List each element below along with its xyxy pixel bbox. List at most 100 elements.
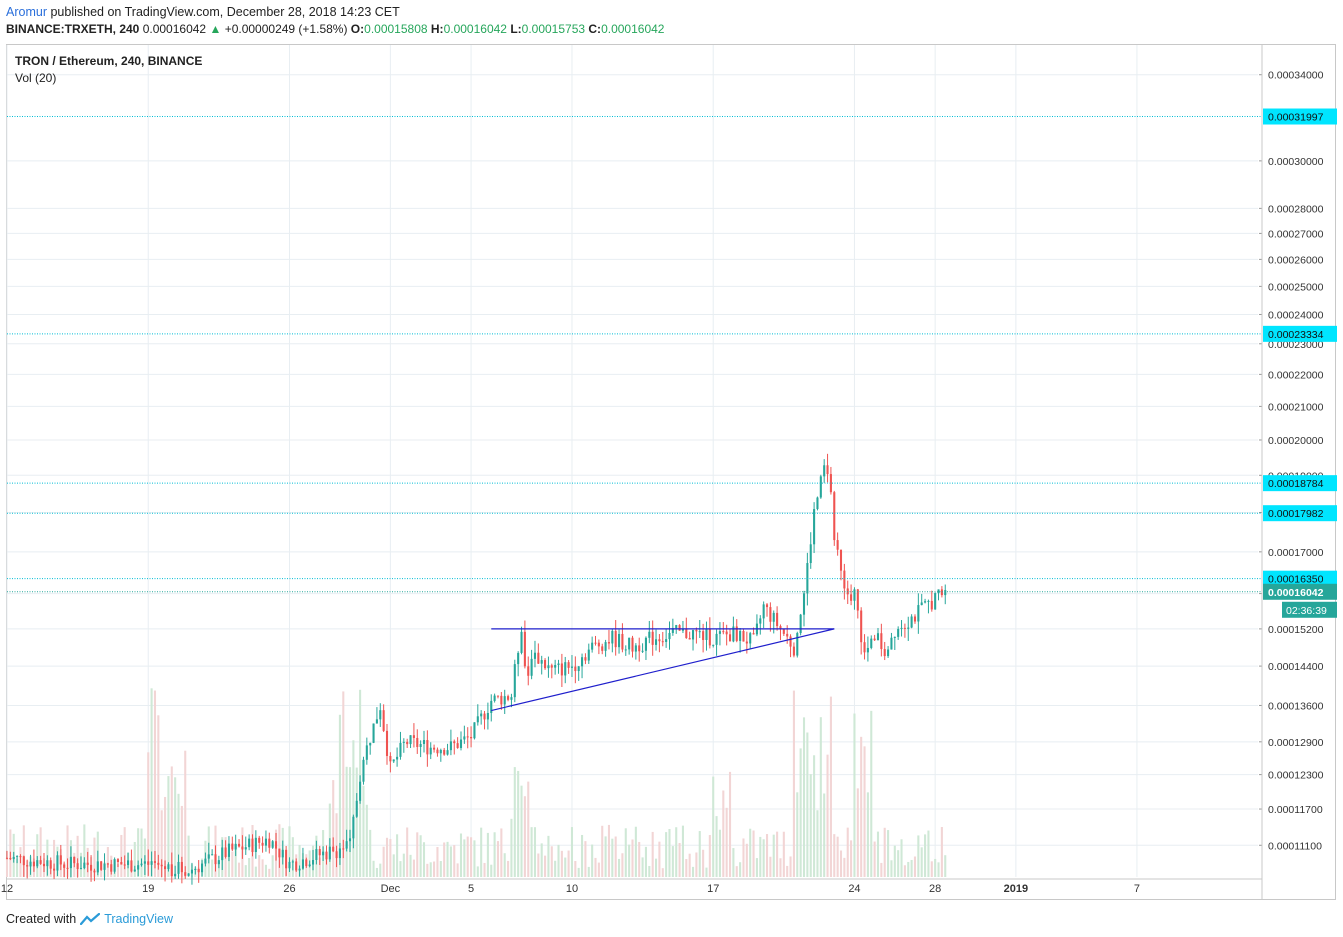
- volume-bar: [537, 853, 540, 877]
- volume-bar: [254, 866, 257, 877]
- last-price-badge: [1263, 583, 1337, 600]
- candle-body: [843, 570, 846, 589]
- candle-body: [829, 474, 832, 493]
- candle-body: [197, 869, 200, 873]
- volume-bar: [513, 767, 516, 877]
- volume-bar: [628, 844, 631, 877]
- candle-body: [870, 638, 873, 648]
- candle-body: [416, 737, 419, 747]
- y-tick-label: 0.00015200: [1268, 624, 1324, 636]
- candle-body: [470, 736, 473, 739]
- volume-bar: [944, 855, 947, 877]
- volume-bar: [910, 859, 913, 877]
- volume-bar: [261, 859, 264, 877]
- volume-bar: [718, 829, 721, 877]
- x-tick-label: 17: [707, 883, 719, 895]
- y-tick-label: 0.00014400: [1268, 661, 1324, 673]
- volume-bar: [728, 771, 732, 877]
- candle-body: [446, 750, 449, 755]
- candle-body: [177, 861, 180, 874]
- volume-bar: [234, 845, 237, 877]
- candle-body: [298, 868, 301, 871]
- volume-bar: [755, 858, 758, 877]
- candle-body: [19, 856, 22, 858]
- volume-bar: [93, 837, 96, 877]
- candle-body: [749, 633, 752, 644]
- volume-bar: [147, 752, 150, 877]
- volume-bar: [53, 839, 56, 877]
- volume-bar: [836, 836, 839, 877]
- candle-body: [264, 838, 267, 846]
- candle-body: [207, 854, 210, 859]
- candle-body: [46, 860, 49, 867]
- volume-bar: [722, 790, 725, 877]
- tradingview-brand-link[interactable]: TradingView: [104, 912, 173, 926]
- candle-body: [544, 660, 547, 669]
- volume-bar: [765, 834, 769, 877]
- candle-body: [436, 749, 439, 754]
- volume-bar: [120, 834, 123, 877]
- candle-body: [100, 861, 103, 870]
- volume-bar: [792, 690, 795, 877]
- candle-body: [315, 849, 318, 861]
- author-link[interactable]: Aromur: [6, 5, 47, 19]
- candle-body: [607, 642, 611, 644]
- volume-bar: [523, 796, 526, 877]
- candle-body: [308, 864, 311, 867]
- candle-body: [164, 866, 167, 870]
- open-label: O:: [350, 22, 365, 36]
- volume-bar: [776, 831, 779, 877]
- volume-bar: [503, 853, 506, 877]
- candle-body: [332, 846, 335, 852]
- volume-bar: [570, 827, 574, 877]
- candle-body: [73, 856, 76, 864]
- candle-body: [42, 863, 46, 867]
- candle-body: [614, 630, 617, 648]
- volume-bar: [500, 828, 503, 877]
- candle-body: [887, 649, 890, 657]
- candle-body: [16, 856, 19, 858]
- candle-body: [786, 633, 789, 637]
- candle-body: [194, 869, 197, 871]
- candle-body: [311, 860, 315, 865]
- candle-body: [402, 741, 405, 743]
- candle-body: [913, 616, 917, 622]
- candle-body: [187, 873, 190, 876]
- candle-body: [385, 730, 389, 756]
- volume-bar: [439, 861, 442, 877]
- candle-body: [56, 855, 59, 871]
- volume-bar: [433, 861, 436, 877]
- candle-body: [604, 642, 607, 651]
- volume-bar: [466, 836, 469, 877]
- x-tick-label: 26: [283, 883, 295, 895]
- candle-body: [355, 800, 358, 817]
- volume-bar: [123, 827, 126, 877]
- candle-body: [876, 633, 880, 641]
- volume-bar: [244, 865, 247, 877]
- volume-bar: [382, 846, 385, 877]
- candle-body: [174, 873, 177, 877]
- candle-body: [26, 865, 29, 867]
- candle-body: [671, 628, 674, 633]
- volume-bar: [591, 844, 594, 877]
- candle-body: [184, 872, 187, 876]
- candle-body: [90, 864, 93, 871]
- candle-body: [301, 859, 304, 869]
- candle-body: [389, 755, 392, 762]
- x-tick-label: 10: [566, 883, 578, 895]
- candle-body: [234, 843, 237, 850]
- volume-bar: [446, 841, 449, 877]
- y-tick-label: 0.00030000: [1268, 156, 1324, 168]
- volume-bar: [547, 835, 550, 877]
- volume-bar: [530, 827, 533, 877]
- volume-bar: [449, 846, 452, 877]
- volume-bar: [739, 862, 742, 877]
- candle-body: [244, 847, 247, 850]
- candle-body: [157, 862, 160, 865]
- volume-bar: [5, 858, 9, 877]
- candle-body: [557, 663, 560, 665]
- volume-bar: [473, 840, 476, 877]
- candle-body: [153, 861, 157, 863]
- volume-bar: [681, 825, 684, 877]
